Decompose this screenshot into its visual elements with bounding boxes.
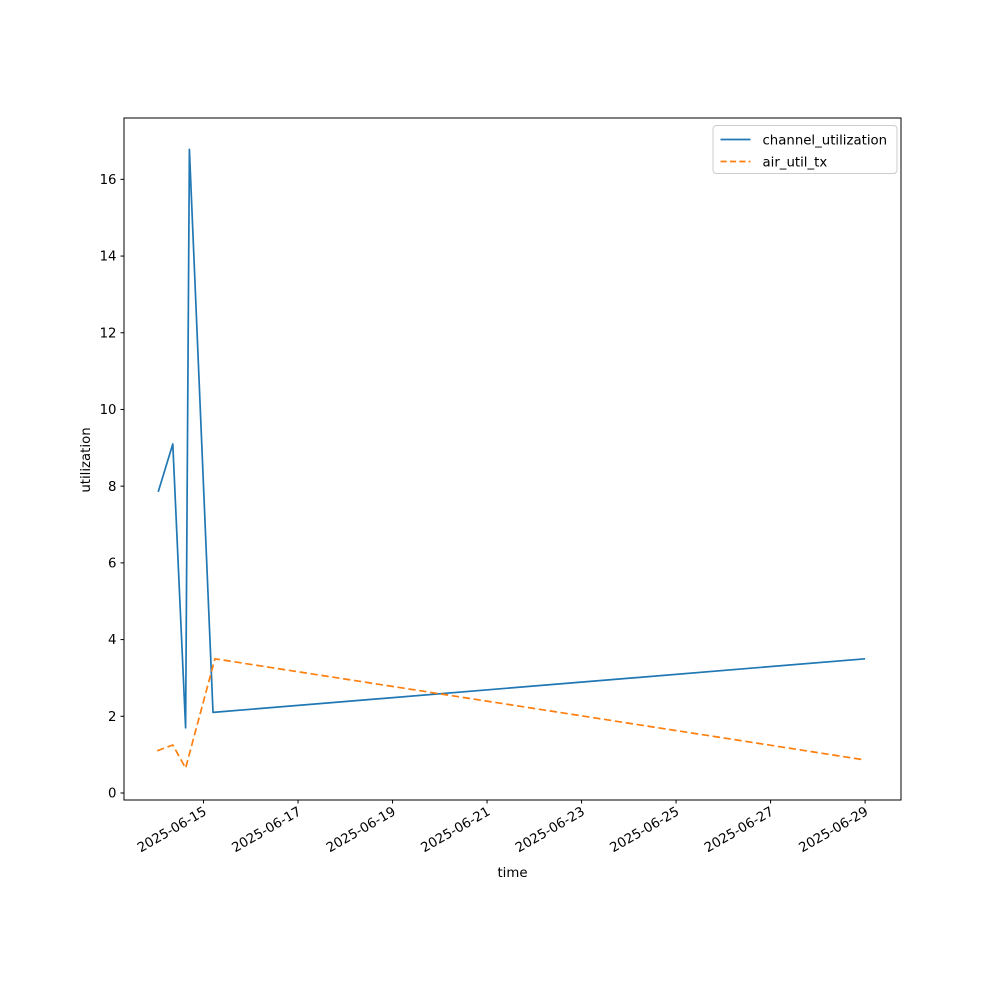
x-tick-label: 2025-06-19 [324, 804, 398, 856]
y-tick-label: 0 [108, 787, 116, 802]
x-tick-label: 2025-06-21 [419, 804, 493, 856]
x-tick-label: 2025-06-25 [608, 804, 682, 856]
axes-frame [123, 117, 902, 801]
y-tick-label: 16 [100, 173, 117, 188]
legend-label-channel-utilization: channel_utilization [763, 133, 888, 148]
series-line-channel_utilization [157, 148, 866, 729]
x-tick-label: 2025-06-27 [702, 804, 776, 856]
x-tick-label: 2025-06-29 [797, 804, 871, 856]
legend: channel_utilization air_util_tx [712, 125, 898, 174]
plot-area: 0 2 4 6 8 10 12 14 16 2025-06-15 2025-06-17 2025-06… [100, 117, 902, 856]
y-axis-label: utilization [79, 427, 94, 492]
y-tick-label: 14 [100, 250, 117, 265]
y-tick-label: 12 [100, 326, 117, 341]
legend-label-air-util-tx: air_util_tx [763, 155, 828, 170]
series-line-air_util_tx [156, 657, 863, 769]
y-tick-label: 6 [108, 556, 116, 571]
legend-box [712, 125, 898, 174]
y-tick-label: 8 [108, 480, 116, 495]
x-axis-label: time [497, 866, 527, 881]
x-tick-label: 2025-06-17 [230, 804, 304, 856]
y-tick-label: 10 [100, 403, 117, 418]
y-tick-label: 4 [108, 633, 116, 648]
x-tick-label: 2025-06-15 [135, 804, 209, 856]
x-tick-label: 2025-06-23 [513, 804, 587, 856]
y-tick-label: 2 [108, 710, 116, 725]
